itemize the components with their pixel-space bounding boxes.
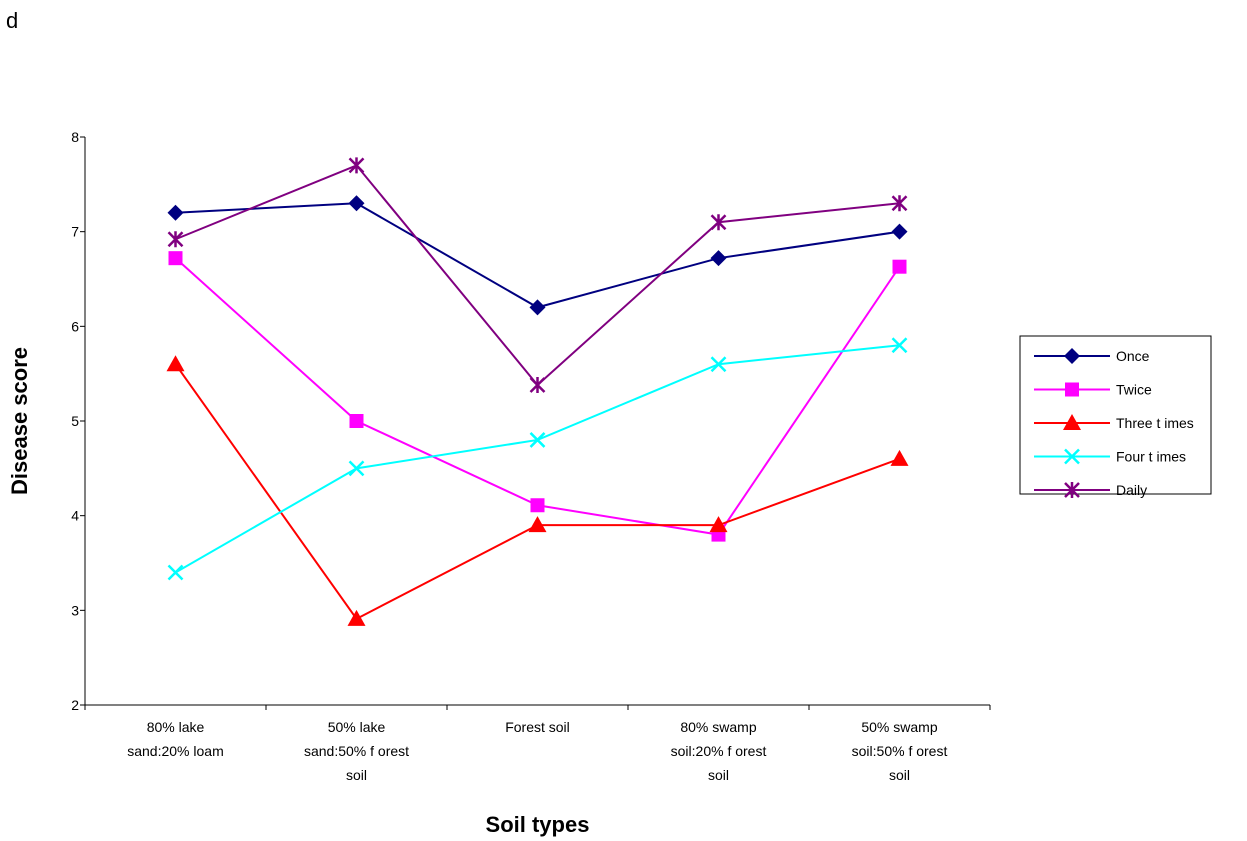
- data-point: [710, 356, 727, 373]
- series-line: [175, 164, 900, 387]
- legend-entry-label: Twice: [1116, 382, 1152, 398]
- x-tick-label: sand:20% loam: [127, 743, 224, 759]
- data-point: [348, 460, 365, 477]
- legend-entry-label: Once: [1116, 348, 1150, 364]
- data-point: [167, 564, 184, 581]
- data-point: [892, 259, 907, 274]
- data-point: [891, 337, 908, 354]
- x-tick-label: soil:20% f orest: [671, 743, 767, 759]
- series-line: [175, 202, 900, 309]
- data-point: [529, 377, 546, 394]
- y-tick-label: 6: [71, 318, 79, 334]
- x-tick-label: soil: [346, 767, 367, 783]
- series-1: [168, 251, 907, 542]
- series-group: [166, 157, 909, 626]
- x-tick-label: Forest soil: [505, 719, 570, 735]
- data-point: [529, 299, 546, 316]
- x-tick-label: 80% swamp: [680, 719, 756, 735]
- y-tick-label: 7: [71, 224, 79, 240]
- x-tick-label: soil: [708, 767, 729, 783]
- data-point: [709, 516, 728, 533]
- y-tick-label: 2: [71, 697, 79, 713]
- data-point: [530, 498, 545, 513]
- legend-entry-label: Three t imes: [1116, 415, 1194, 431]
- y-axis-title: Disease score: [7, 347, 32, 495]
- legend-swatch-marker: [1064, 348, 1080, 364]
- legend-entry-label: Four t imes: [1116, 449, 1186, 465]
- data-point: [890, 449, 909, 466]
- y-tick-label: 3: [71, 602, 79, 618]
- data-point: [710, 250, 727, 267]
- data-point: [529, 432, 546, 448]
- series-4: [167, 157, 908, 394]
- series-0: [167, 195, 908, 316]
- panel-label: d: [6, 8, 19, 33]
- data-point: [891, 195, 908, 212]
- data-point: [166, 355, 185, 372]
- data-point: [167, 204, 184, 221]
- data-point: [348, 157, 365, 174]
- legend-swatch-marker: [1065, 382, 1079, 397]
- data-point: [710, 214, 727, 231]
- x-tick-label: 50% lake: [328, 719, 386, 735]
- series-line: [174, 363, 900, 621]
- data-point: [528, 516, 547, 533]
- data-point: [349, 414, 364, 428]
- x-tick-label: 80% lake: [147, 719, 205, 735]
- axes: [84, 137, 991, 710]
- x-tick-label: soil:50% f orest: [852, 743, 948, 759]
- y-tick-label: 5: [71, 413, 79, 429]
- legend-swatch-marker: [1064, 482, 1080, 498]
- y-tick-label: 8: [71, 129, 79, 145]
- legend-swatch-marker: [1064, 448, 1080, 465]
- data-point: [167, 231, 184, 248]
- x-tick-labels: 80% lake sand:20% loam 50% lake sand:50% f …: [127, 719, 947, 783]
- data-point: [347, 609, 366, 626]
- y-ticks: 2 3 4 5 6 7 8: [71, 129, 85, 713]
- y-tick-label: 4: [71, 508, 79, 524]
- data-point: [348, 195, 365, 212]
- legend-swatch-marker: [1063, 414, 1081, 430]
- x-tick-label: soil: [889, 767, 910, 783]
- legend-box: [1019, 335, 1212, 495]
- x-tick-label: sand:50% f orest: [304, 743, 409, 759]
- legend-entry-label: Daily: [1116, 482, 1147, 498]
- series-2: [166, 355, 909, 626]
- series-3: [167, 337, 908, 581]
- data-point: [168, 251, 183, 266]
- legend: Once Twice Three t imes Four t imes Daily: [1019, 335, 1212, 498]
- x-axis-title: Soil types: [486, 812, 590, 837]
- x-tick-label: 50% swamp: [861, 719, 937, 735]
- data-point: [891, 223, 908, 240]
